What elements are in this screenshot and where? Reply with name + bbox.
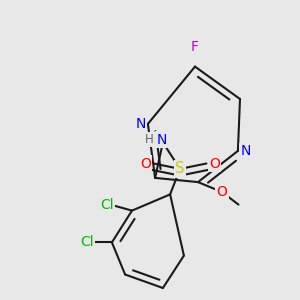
- Text: O: O: [217, 185, 227, 199]
- Text: N: N: [135, 117, 146, 131]
- Text: S: S: [175, 161, 185, 176]
- Text: F: F: [191, 40, 199, 54]
- Text: Cl: Cl: [80, 236, 94, 249]
- Text: O: O: [209, 157, 220, 170]
- Text: N: N: [156, 133, 167, 146]
- Text: N: N: [240, 144, 250, 158]
- Text: H: H: [145, 133, 154, 146]
- Text: Cl: Cl: [100, 198, 114, 212]
- Text: O: O: [140, 157, 151, 170]
